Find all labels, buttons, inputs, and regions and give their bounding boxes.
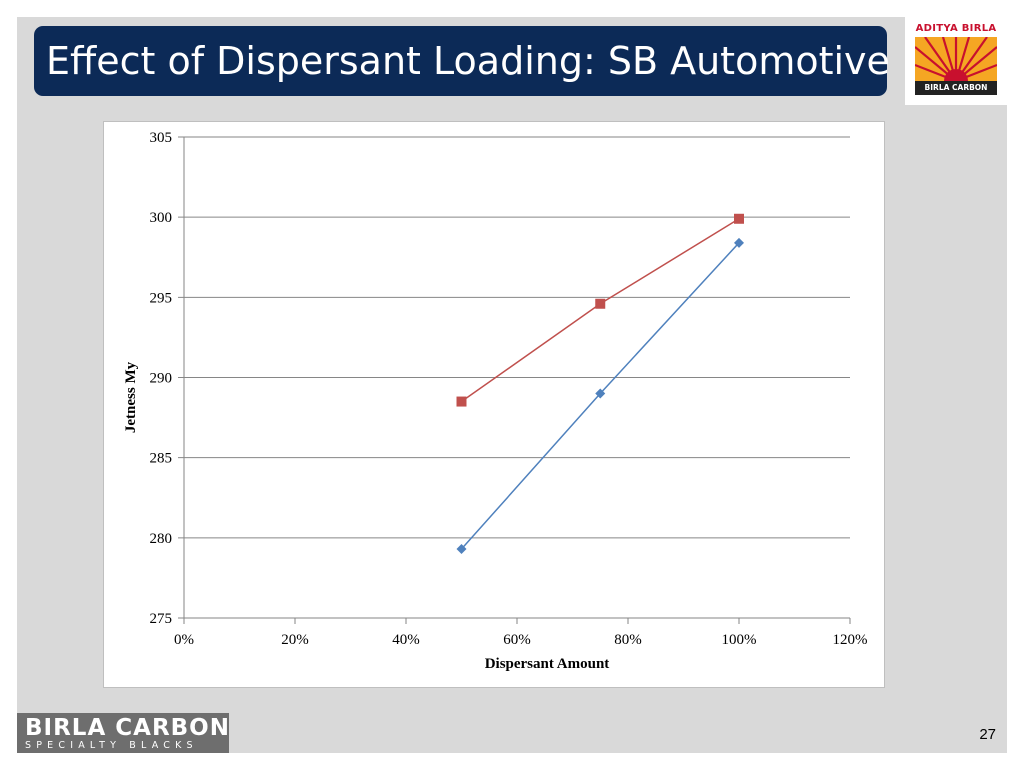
y-tick-label-290: 290 <box>150 371 173 387</box>
x-tick-label-3: 60% <box>503 632 531 648</box>
x-tick-label-0: 0% <box>174 632 194 648</box>
x-tick-label-5: 100% <box>722 632 757 648</box>
logo-top-text: ADITYA BIRLA <box>915 23 997 34</box>
footer-logo: BIRLA CARBON SPECIALTY BLACKS <box>17 713 229 753</box>
series-1-line <box>461 218 740 403</box>
y-tick-label-280: 280 <box>150 531 173 547</box>
y-tick-label-285: 285 <box>150 451 173 467</box>
y-tick-label-295: 295 <box>150 290 173 306</box>
series-0-point-2 <box>734 237 744 248</box>
x-tick-label-4: 80% <box>614 632 642 648</box>
x-axis-label: Dispersant Amount <box>485 656 610 672</box>
series-1-point-2 <box>734 213 744 224</box>
x-tick-label-6: 120% <box>833 632 868 648</box>
y-axis-label: Jetness My <box>123 361 139 433</box>
title-bar: Effect of Dispersant Loading: SB Automot… <box>34 26 890 96</box>
series-1-point-0 <box>456 396 467 407</box>
footer-logo-main: BIRLA CARBON <box>25 715 230 741</box>
series-1-point-1 <box>595 298 606 309</box>
x-tick-label-2: 40% <box>392 632 420 648</box>
line-chart: 275 280 285 290 295 300 305 0% 20% 40% 60% 80% 100% 1… <box>123 130 868 672</box>
y-tick-label-300: 300 <box>150 210 173 226</box>
y-tick-label-275: 275 <box>150 611 173 627</box>
sunburst-logo-icon <box>915 37 997 81</box>
series-0-point-1 <box>595 388 606 399</box>
series-0-point-0 <box>456 544 467 555</box>
slide-title: Effect of Dispersant Loading: SB Automot… <box>46 39 890 83</box>
y-tick-label-305: 305 <box>150 130 173 146</box>
aditya-birla-logo: ADITYA BIRLA BIRLA CARBON <box>905 17 1007 105</box>
page-number: 27 <box>979 726 996 743</box>
chart-panel <box>103 121 885 688</box>
logo-bottom-text: BIRLA CARBON <box>915 81 997 95</box>
footer-logo-sub: SPECIALTY BLACKS <box>25 740 198 751</box>
x-tick-label-1: 20% <box>281 632 309 648</box>
